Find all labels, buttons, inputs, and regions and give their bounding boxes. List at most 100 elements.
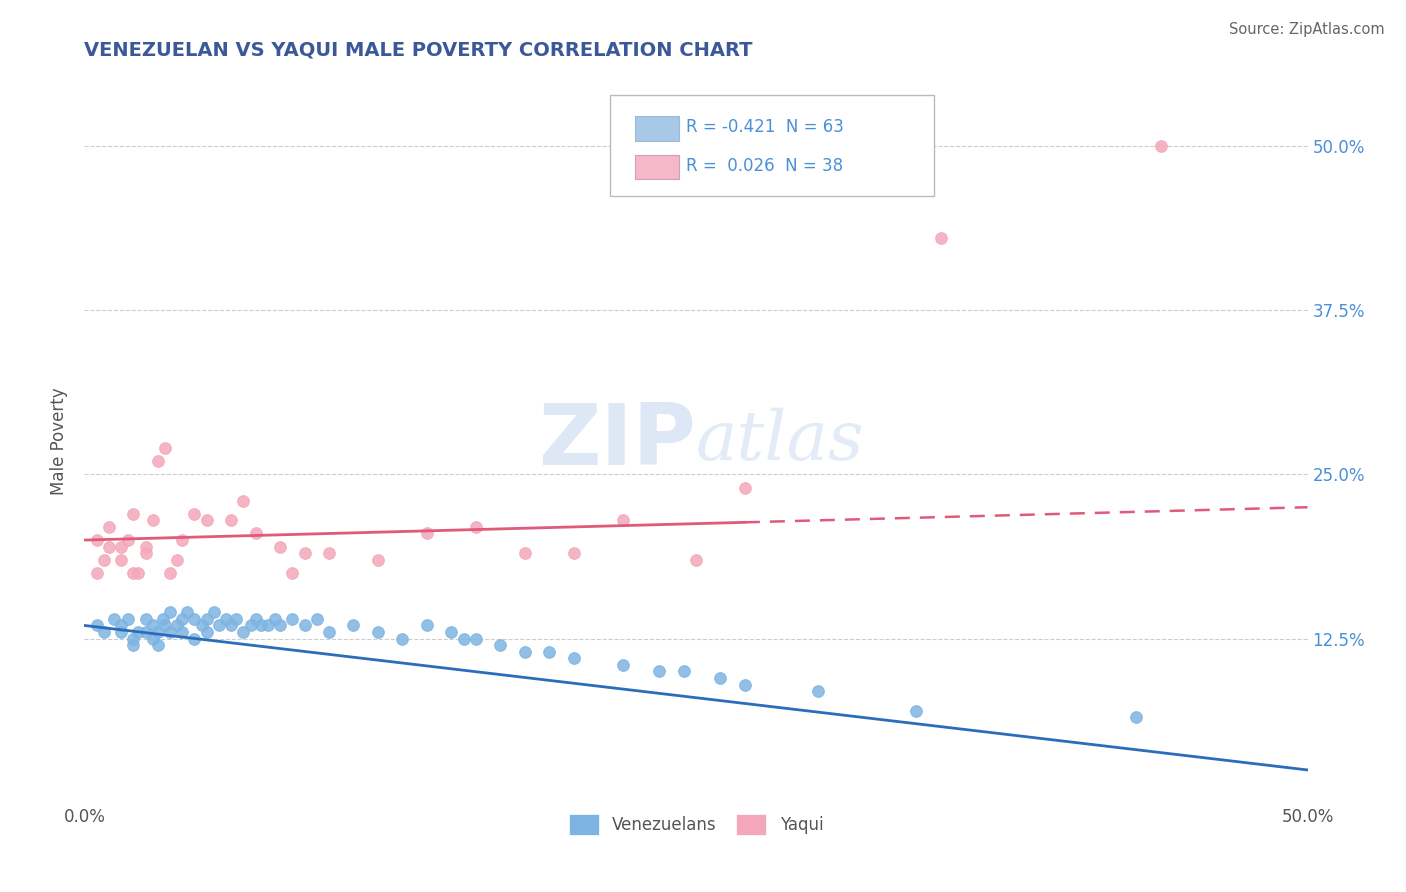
Point [294, 618, 316, 632]
Point [166, 618, 188, 632]
Point [117, 533, 139, 547]
Point [513, 546, 536, 560]
Text: atlas: atlas [696, 409, 865, 475]
Point [929, 231, 952, 245]
Point [305, 612, 328, 626]
Point [232, 625, 254, 640]
Point [195, 625, 218, 640]
Point [86, 566, 108, 580]
Point [225, 612, 247, 626]
Y-axis label: Male Poverty: Male Poverty [51, 388, 69, 495]
Point [127, 625, 149, 640]
Point [159, 566, 181, 580]
Point [159, 625, 181, 640]
Point [146, 638, 169, 652]
Point [245, 526, 267, 541]
Point [294, 546, 316, 560]
Point [142, 632, 165, 646]
Point [612, 513, 634, 527]
Point [191, 618, 214, 632]
Point [97, 540, 120, 554]
Point [93, 625, 115, 640]
Point [103, 612, 125, 626]
Point [612, 657, 634, 672]
Point [464, 632, 486, 646]
Point [176, 605, 198, 619]
Point [117, 612, 139, 626]
Point [215, 612, 238, 626]
Point [172, 533, 194, 547]
Point [239, 618, 262, 632]
Point [183, 632, 205, 646]
Point [122, 638, 145, 652]
Point [152, 612, 174, 626]
Point [249, 618, 271, 632]
Point [367, 625, 389, 640]
Point [127, 566, 149, 580]
Point [734, 481, 756, 495]
Point [1125, 710, 1147, 724]
Point [110, 625, 132, 640]
Point [232, 493, 254, 508]
Point [245, 612, 267, 626]
Point [391, 632, 413, 646]
Point [269, 618, 291, 632]
Point [146, 454, 169, 468]
Point [318, 625, 340, 640]
Point [135, 625, 157, 640]
Point [142, 618, 165, 632]
Point [172, 612, 194, 626]
Point [146, 625, 169, 640]
Point [219, 618, 242, 632]
Legend: Venezuelans, Yaqui: Venezuelans, Yaqui [562, 808, 830, 841]
Point [905, 704, 928, 718]
Point [110, 618, 132, 632]
FancyBboxPatch shape [610, 95, 935, 196]
Point [318, 546, 340, 560]
Point [195, 513, 218, 527]
FancyBboxPatch shape [636, 117, 679, 141]
Point [734, 677, 756, 691]
Point [219, 513, 242, 527]
Point [183, 507, 205, 521]
Point [257, 618, 280, 632]
Point [208, 618, 231, 632]
Point [142, 513, 165, 527]
Point [562, 651, 585, 665]
Text: Source: ZipAtlas.com: Source: ZipAtlas.com [1229, 22, 1385, 37]
Point [122, 566, 145, 580]
Point [86, 533, 108, 547]
Point [464, 520, 486, 534]
Point [97, 520, 120, 534]
Point [86, 618, 108, 632]
Point [709, 671, 731, 685]
Point [93, 553, 115, 567]
Text: ZIP: ZIP [538, 400, 696, 483]
Point [269, 540, 291, 554]
Point [135, 612, 157, 626]
Point [195, 612, 218, 626]
Point [416, 618, 439, 632]
Point [562, 546, 585, 560]
Point [807, 684, 830, 698]
Point [489, 638, 512, 652]
Point [122, 507, 145, 521]
Point [685, 553, 707, 567]
Point [110, 553, 132, 567]
Point [342, 618, 364, 632]
Point [672, 665, 695, 679]
Point [110, 540, 132, 554]
Point [538, 645, 561, 659]
Point [453, 632, 475, 646]
Text: R = -0.421  N = 63: R = -0.421 N = 63 [686, 119, 844, 136]
Point [135, 546, 157, 560]
Point [1150, 139, 1173, 153]
Text: VENEZUELAN VS YAQUI MALE POVERTY CORRELATION CHART: VENEZUELAN VS YAQUI MALE POVERTY CORRELA… [84, 40, 752, 59]
Point [122, 632, 145, 646]
Point [367, 553, 389, 567]
Point [166, 553, 188, 567]
FancyBboxPatch shape [636, 154, 679, 179]
Point [153, 441, 176, 455]
Point [648, 665, 671, 679]
Point [159, 605, 181, 619]
